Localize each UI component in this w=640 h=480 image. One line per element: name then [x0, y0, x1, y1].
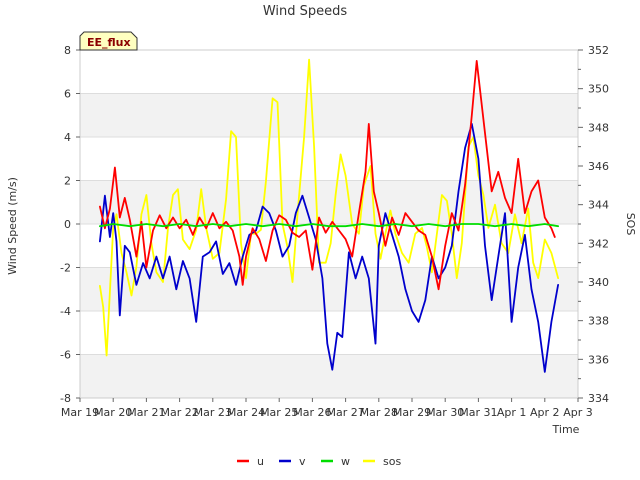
- legend-label-u: u: [257, 455, 264, 468]
- x-tick-label: Mar 27: [326, 406, 364, 419]
- series-line-w: [99, 223, 559, 228]
- series-line-v: [99, 123, 559, 373]
- legend-label-w: w: [341, 455, 350, 468]
- plot-band: [80, 93, 578, 137]
- y-axis-right: 352 350 348 346 344 342 340 338 336 334: [578, 44, 609, 405]
- series-group: [99, 58, 559, 373]
- y-tick-label: 2: [64, 175, 71, 188]
- y-axis-left: 8 6 4 2 0 -2 -4 -6 -8: [60, 44, 80, 405]
- badge-shape: [79, 31, 138, 51]
- legend: u v w sos: [237, 455, 401, 468]
- x-tick-label: Mar 23: [194, 406, 232, 419]
- x-tick-label: Mar 29: [393, 406, 431, 419]
- x-tick-label: Mar 21: [127, 406, 165, 419]
- chart-title: Wind Speeds: [263, 4, 348, 19]
- plot-band: [80, 50, 578, 94]
- x-tick-label: Mar 25: [260, 406, 298, 419]
- y2-tick-label: 336: [588, 353, 609, 366]
- y2-tick-label: 346: [588, 160, 609, 173]
- x-tick-label: Mar 20: [94, 406, 132, 419]
- plot-band: [80, 180, 578, 224]
- plot-band: [80, 311, 578, 355]
- x-tick-label: Mar 22: [160, 406, 198, 419]
- y2-tick-label: 344: [588, 199, 609, 212]
- plot-band: [80, 267, 578, 311]
- y2-tick-label: 338: [588, 315, 609, 328]
- y-tick-label: -2: [60, 262, 71, 275]
- y-tick-label: 8: [64, 44, 71, 57]
- x-tick-label: Mar 28: [360, 406, 398, 419]
- y2-tick-label: 334: [588, 392, 609, 405]
- ee-flux-badge: EE_flux: [79, 31, 138, 51]
- plot-bands: [80, 50, 578, 398]
- plot-band: [80, 224, 578, 268]
- legend-label-v: v: [299, 455, 306, 468]
- x-tick-label: Mar 30: [426, 406, 464, 419]
- x-tick-label: Mar 31: [459, 406, 497, 419]
- x-tick-label: Mar 26: [293, 406, 331, 419]
- badge-text: EE_flux: [87, 36, 131, 49]
- plot-band: [80, 137, 578, 181]
- y-tick-label: 0: [64, 218, 71, 231]
- y2-tick-label: 342: [588, 237, 609, 250]
- x-tick-label: Mar 19: [61, 406, 99, 419]
- y2-tick-label: 348: [588, 121, 609, 134]
- y-tick-label: -8: [60, 392, 71, 405]
- x-tick-label: Apr 2: [530, 406, 560, 419]
- y-axis-title: Wind Speed (m/s): [6, 177, 19, 275]
- y-tick-label: 4: [64, 131, 71, 144]
- y2-tick-label: 352: [588, 44, 609, 57]
- legend-label-sos: sos: [383, 455, 401, 468]
- y-tick-label: -4: [60, 305, 71, 318]
- x-tick-label: Mar 24: [227, 406, 265, 419]
- x-axis-title: Time: [552, 423, 580, 436]
- y2-tick-label: 340: [588, 276, 609, 289]
- y-tick-label: 6: [64, 88, 71, 101]
- plot-band: [80, 354, 578, 398]
- x-tick-label: Apr 3: [563, 406, 593, 419]
- y2-tick-label: 350: [588, 83, 609, 96]
- x-tick-label: Apr 1: [497, 406, 527, 419]
- y-tick-label: -6: [60, 349, 71, 362]
- y2-axis-title: SOS: [624, 213, 637, 236]
